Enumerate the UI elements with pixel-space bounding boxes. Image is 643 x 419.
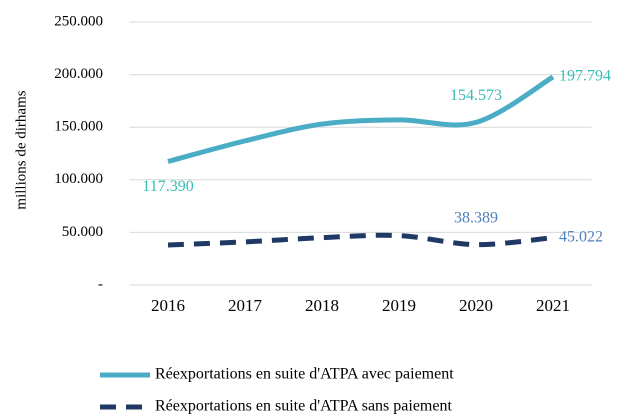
data-label: 117.390 (142, 178, 193, 195)
x-tick-label: 2017 (228, 296, 263, 315)
y-tick-label: 100.000 (54, 171, 103, 187)
x-tick-label: 2016 (151, 296, 185, 315)
y-tick-label: 250.000 (54, 13, 103, 29)
y-tick-label: 150.000 (54, 119, 103, 135)
y-tick-label: 200.000 (54, 66, 103, 82)
line (167, 232, 554, 248)
data-label: 154.573 (450, 87, 502, 104)
data-label: 38.389 (454, 209, 498, 226)
data-label: 45.022 (559, 228, 603, 245)
x-tick-label: 2020 (459, 296, 493, 315)
x-tick-label: 2021 (536, 296, 570, 315)
data-label: 197.794 (559, 68, 611, 85)
y-axis-label: millions de dirhams (13, 90, 29, 209)
legend-label: Réexportations en suite d'ATPA avec paie… (155, 366, 454, 383)
x-tick-label: 2019 (382, 296, 416, 315)
x-tick-label: 2018 (305, 296, 339, 315)
y-tick-label: - (98, 276, 103, 292)
legend-label: Réexportations en suite d'ATPA sans paie… (155, 398, 452, 415)
line (167, 74, 555, 164)
y-tick-label: 50.000 (62, 224, 103, 240)
